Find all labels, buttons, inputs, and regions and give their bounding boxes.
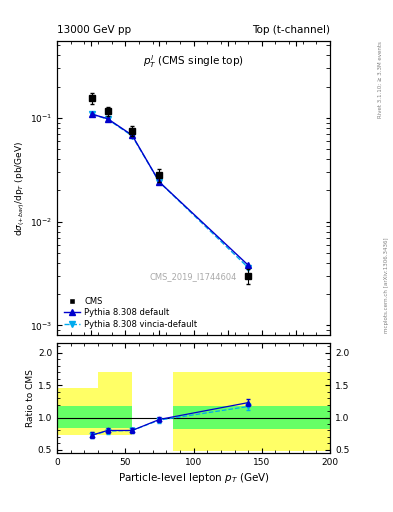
Text: mcplots.cern.ch [arXiv:1306.3436]: mcplots.cern.ch [arXiv:1306.3436] xyxy=(384,237,389,333)
Y-axis label: d$\sigma_{(+bar)}$/dp$_T$ (pb/GeV): d$\sigma_{(+bar)}$/dp$_T$ (pb/GeV) xyxy=(13,141,27,236)
Text: Rivet 3.1.10; ≥ 3.3M events: Rivet 3.1.10; ≥ 3.3M events xyxy=(378,41,383,118)
X-axis label: Particle-level lepton $p_T$ (GeV): Particle-level lepton $p_T$ (GeV) xyxy=(118,471,270,485)
Text: $p_T^l$ (CMS single top): $p_T^l$ (CMS single top) xyxy=(143,53,244,70)
Text: Top (t-channel): Top (t-channel) xyxy=(252,25,330,35)
Y-axis label: Ratio to CMS: Ratio to CMS xyxy=(26,369,35,427)
Text: CMS_2019_I1744604: CMS_2019_I1744604 xyxy=(150,272,237,281)
Text: 13000 GeV pp: 13000 GeV pp xyxy=(57,25,131,35)
Legend: CMS, Pythia 8.308 default, Pythia 8.308 vincia-default: CMS, Pythia 8.308 default, Pythia 8.308 … xyxy=(61,294,200,331)
